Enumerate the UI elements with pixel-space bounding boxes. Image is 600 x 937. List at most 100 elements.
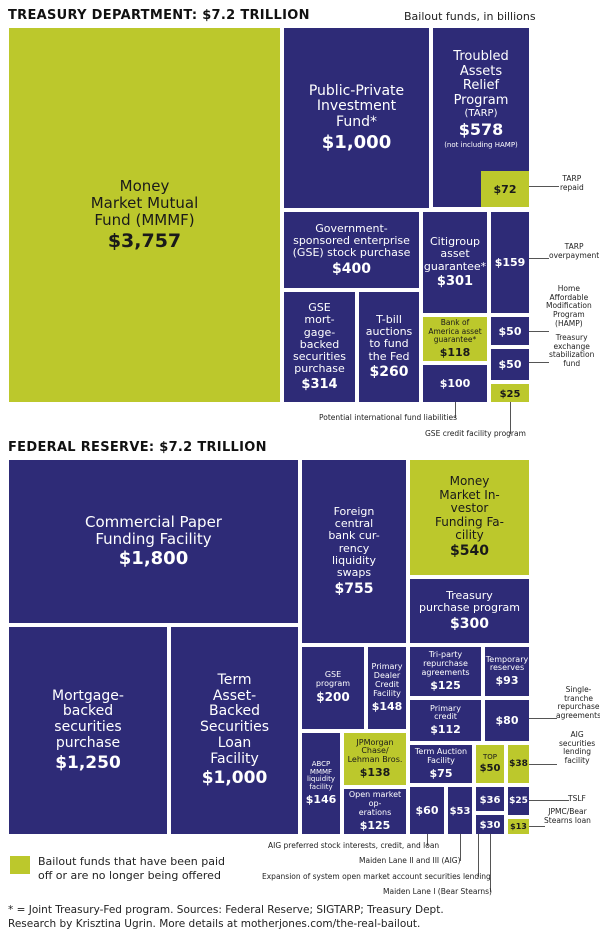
cell-treasury-purchase-label-2: purchase program: [419, 601, 520, 615]
cell-triparty-label-2: repurchase: [423, 658, 468, 668]
callout-maiden-lane-1: Maiden Lane I (Bear Stearns): [383, 887, 492, 897]
callout-single-tranche-2: tranche: [564, 693, 593, 703]
cell-tbill-label-2: auctions: [365, 324, 413, 338]
callout-hamp-5: (HAMP): [555, 318, 583, 328]
cell-omo-label-2: erations: [358, 807, 392, 817]
cell-talf: Term Asset- Backed Securities Loan Facil…: [171, 627, 298, 834]
cell-abcp: ABCP MMMF liquidity facility $146: [302, 733, 340, 834]
cell-gse-mbs: GSE mort- gage- backed securities purcha…: [284, 292, 355, 402]
cell-tarp-label-1: Troubled: [453, 49, 509, 65]
cell-pdcf-label-4: Facility: [373, 688, 401, 698]
cell-mmmf-label-2: Market Mutual: [90, 194, 199, 213]
callout-tarp-overpayment-1: TARP: [564, 242, 584, 251]
cell-jpm-lehman-label-3: Lehman Bros.: [347, 755, 403, 765]
callout-tarp-repaid-2: repaid: [560, 182, 584, 192]
callout-tarp-repaid-1: TARP: [562, 174, 582, 183]
callout-jpmc-bear-1: JPMC/Bear: [548, 807, 587, 816]
cell-abcp-label-4: facility: [309, 783, 333, 792]
cell-taf-value: $75: [429, 766, 453, 780]
callout-hamp-1: Home: [557, 284, 580, 293]
callout-line-maiden-lane-2-3: [460, 834, 461, 861]
callout-tesf-4: fund: [563, 358, 581, 368]
cell-mmiff-label-4: Funding Fa-: [435, 514, 504, 529]
cell-omo-value: $125: [359, 818, 391, 832]
cell-bofa-label-1: Bank of: [440, 318, 470, 328]
cell-bofa-label-2: America asset: [428, 326, 482, 336]
cell-gse-stock-label-3: (GSE) stock purchase: [292, 246, 411, 260]
cell-gse-mbs-label-5: securities: [293, 350, 346, 364]
cell-taf: Term Auction Facility $75: [410, 745, 472, 783]
fed-title: FEDERAL RESERVE: $7.2 TRILLION: [8, 440, 267, 455]
cell-single-tranche-value: $80: [495, 714, 519, 728]
cell-swaps-label-3: bank cur-: [328, 529, 380, 543]
cell-gse-mbs-label-4: backed: [299, 337, 340, 351]
cell-gse-program-label-2: program: [315, 679, 351, 689]
cell-aig-pref: $60: [410, 787, 444, 834]
cell-treasury-purchase-label-1: Treasury: [446, 588, 493, 602]
callout-aig-securities: AIG securities lending facility: [559, 730, 596, 766]
callout-line-jpmc-bear: [529, 826, 545, 827]
cell-mmiff-label-2: Market In-: [439, 487, 500, 502]
cell-primary-credit-label-1: Primary: [430, 703, 461, 713]
cell-tarp-note: (not including HAMP): [444, 140, 518, 149]
cell-bofa: Bank of America asset guarantee* $118: [423, 317, 487, 361]
cell-top: TOP $50: [476, 745, 504, 783]
cell-mmiff-value: $540: [450, 543, 489, 560]
cell-gse-credit: $25: [491, 384, 529, 402]
callout-single-tranche-4: agreements: [556, 710, 600, 720]
callout-hamp: Home Affordable Modification Program (HA…: [546, 284, 592, 328]
cell-swaps-label-6: swaps: [336, 566, 372, 580]
callout-jpmc-bear: JPMC/Bear Stearns loan: [544, 807, 591, 825]
cell-mmiff-label-3: vestor: [450, 501, 489, 516]
callout-gse-credit-1: GSE credit facility program: [425, 429, 526, 438]
cell-tarp-label-5: (TARP): [464, 108, 498, 120]
cell-taf-label-1: Term Auction: [414, 747, 468, 756]
cell-jpm-lehman: JPMorgan Chase/ Lehman Bros. $138: [344, 733, 406, 785]
cell-intl-value: $100: [439, 377, 471, 391]
callout-tesf-2: exchange: [553, 341, 590, 351]
callout-maiden-lane-1-1: Maiden Lane I (Bear Stearns): [383, 887, 492, 896]
cell-maiden-lane-2-3-value: $53: [449, 806, 471, 817]
cell-top-label: TOP: [482, 752, 497, 761]
cell-abcp-label-2: MMMF: [309, 767, 333, 776]
cell-bofa-value: $118: [439, 345, 471, 359]
cell-mmmf: Money Market Mutual Fund (MMMF) $3,757: [9, 28, 280, 402]
cell-tslf-value: $25: [509, 796, 528, 807]
cell-tarp-value: $578: [458, 120, 504, 140]
cell-gse-stock: Government- sponsored enterprise (GSE) s…: [284, 212, 419, 288]
cell-citi-label-3: guarantee*: [423, 259, 487, 273]
callout-tslf-1: TSLF: [568, 794, 586, 803]
cell-swaps-label-5: liquidity: [332, 554, 376, 568]
legend-paid-off-1: Bailout funds that have been paid: [38, 855, 226, 868]
callout-tesf-3: stabilization: [549, 350, 595, 360]
cell-temp-reserves-label-1: Temporary: [485, 654, 529, 664]
cell-primary-credit-value: $112: [430, 723, 461, 737]
callout-hamp-2: Affordable: [549, 292, 589, 302]
cell-gse-stock-value: $400: [332, 260, 371, 277]
legend-swatch-paid-off: [10, 856, 30, 874]
callout-tarp-overpayment-2: overpayment: [549, 250, 600, 260]
cell-treasury-purchase: Treasury purchase program $300: [410, 579, 529, 643]
callout-aig-securities-2: securities: [559, 738, 596, 748]
cell-mmmf-label-1: Money: [119, 177, 170, 196]
footer-credit: Research by Krisztina Ugrin. More detail…: [8, 918, 421, 931]
cell-gse-program: GSE program $200: [302, 647, 364, 729]
cell-maiden-lane-2-3: $53: [448, 787, 472, 834]
cell-triparty: Tri-party repurchase agreements $125: [410, 647, 481, 696]
cell-top-value: $50: [479, 763, 501, 775]
cell-aig-securities: $38: [508, 745, 529, 783]
callout-line-tarp-overpayment: [529, 258, 549, 259]
cell-jpm-lehman-label-1: JPMorgan: [356, 737, 394, 747]
cell-mbs-label-1: Mortgage-: [52, 687, 124, 704]
cell-gse-mbs-label-2: mort-: [304, 313, 335, 327]
callout-tesf: Treasury exchange stabilization fund: [549, 333, 595, 369]
cell-abcp-value: $146: [305, 793, 337, 807]
cell-talf-label-6: Facility: [210, 750, 259, 767]
cell-aig-securities-value: $38: [509, 759, 528, 770]
cell-tesf: $50: [491, 349, 529, 380]
cell-tarp-label-2: Assets: [459, 63, 503, 79]
callout-soma-1: Expansion of system open market account …: [262, 872, 491, 881]
callout-line-single-tranche: [529, 718, 557, 719]
cell-abcp-label-3: liquidity: [307, 775, 335, 784]
cell-talf-label-3: Backed: [209, 703, 260, 720]
